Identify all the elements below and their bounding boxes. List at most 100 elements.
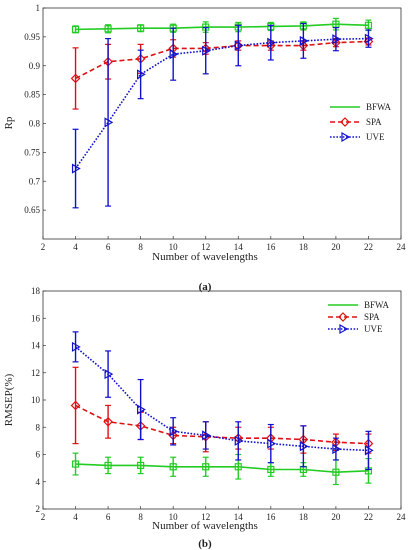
x-axis-label-a: Number of wavelengths xyxy=(152,251,258,263)
data-point-bfwa xyxy=(169,463,177,471)
series-a xyxy=(70,17,374,209)
data-point-bfwa xyxy=(267,465,275,474)
data-point-bfwa xyxy=(137,24,145,32)
data-point-uve xyxy=(169,49,179,60)
legend-marker-spa xyxy=(338,312,348,322)
x-tick-label-b: 24 xyxy=(397,512,407,522)
data-point-bfwa xyxy=(71,25,80,33)
x-tick-label-a: 20 xyxy=(331,242,341,252)
x-tick-label-b: 6 xyxy=(106,512,111,522)
data-point-uve xyxy=(332,444,342,455)
legend-label-bfwa: BFWA xyxy=(366,102,392,112)
legend-label-uve: UVE xyxy=(364,324,383,334)
data-point-bfwa xyxy=(104,25,112,33)
x-tick-label-b: 20 xyxy=(331,512,341,522)
x-tick-label-b: 10 xyxy=(169,512,179,522)
y-tick-label-b: 6 xyxy=(36,450,41,460)
y-tick-label-b: 4 xyxy=(36,477,41,487)
data-point-uve xyxy=(364,445,374,456)
data-point-spa xyxy=(103,416,113,427)
x-tick-label-b: 8 xyxy=(138,512,143,522)
y-tick-label-a: 0.85 xyxy=(24,90,40,100)
series-line-spa-b xyxy=(75,404,369,445)
x-tick-label-a: 2 xyxy=(41,242,46,252)
x-tick-label-b: 4 xyxy=(73,512,78,522)
series-b xyxy=(70,331,374,486)
legend-marker-uve xyxy=(339,323,349,335)
data-point-uve xyxy=(137,404,146,415)
y-tick-label-a: 0.95 xyxy=(24,32,40,42)
y-tick-label-b: 16 xyxy=(31,313,41,323)
legend-label-spa: SPA xyxy=(366,117,382,127)
x-tick-label-a: 6 xyxy=(106,242,111,252)
data-point-uve xyxy=(332,34,342,45)
data-point-uve xyxy=(299,441,309,452)
x-tick-label-b: 14 xyxy=(234,512,244,522)
y-tick-label-b: 8 xyxy=(36,422,41,432)
panel-label-a: (a) xyxy=(199,281,212,293)
data-point-spa xyxy=(70,73,81,84)
y-tick-label-a: 0.8 xyxy=(29,119,41,129)
x-tick-label-b: 12 xyxy=(201,512,210,522)
data-point-uve xyxy=(202,430,211,441)
data-point-uve xyxy=(104,117,114,128)
ticks-a: 2 4 6 8 10 12 14 16 18 20 22 240.650.70.750.80.850.… xyxy=(24,3,406,252)
x-tick-label-a: 4 xyxy=(73,242,78,252)
y-tick-label-b: 18 xyxy=(31,286,41,296)
x-tick-label-a: 16 xyxy=(266,242,276,252)
legend-marker-uve xyxy=(341,131,351,143)
series-line-spa-a xyxy=(75,40,369,80)
data-point-bfwa xyxy=(104,461,112,469)
data-point-uve xyxy=(71,341,81,352)
series-line-bfwa-a xyxy=(75,23,369,31)
x-tick-label-a: 22 xyxy=(364,242,373,252)
data-point-bfwa xyxy=(71,460,80,468)
data-point-uve xyxy=(267,438,277,449)
data-point-uve xyxy=(299,35,309,46)
series-line-uve-b xyxy=(75,346,369,452)
data-point-spa xyxy=(70,400,81,411)
y-tick-label-a: 0.9 xyxy=(29,61,41,71)
data-point-uve xyxy=(169,426,179,437)
data-point-bfwa xyxy=(332,468,340,476)
legend-a: BFWA SPA UVE xyxy=(330,102,392,143)
data-point-bfwa xyxy=(202,463,210,471)
x-tick-label-a: 14 xyxy=(234,242,244,252)
series-line-uve-a xyxy=(74,37,369,170)
y-tick-label-b: 12 xyxy=(31,368,40,378)
y-axis-label-b: RMSEP(%) xyxy=(3,373,15,426)
x-tick-label-a: 12 xyxy=(201,242,210,252)
series-line-bfwa-b xyxy=(75,463,369,474)
x-tick-label-a: 10 xyxy=(169,242,179,252)
x-tick-label-b: 22 xyxy=(364,512,373,522)
y-tick-label-a: 0.65 xyxy=(24,205,40,215)
x-tick-label-b: 2 xyxy=(41,512,46,522)
legend-label-bfwa: BFWA xyxy=(364,300,390,310)
data-point-uve xyxy=(234,40,244,51)
legend-label-spa: SPA xyxy=(364,312,380,322)
y-axis-label-a: Rp xyxy=(3,116,15,129)
data-point-bfwa xyxy=(137,461,145,469)
x-axis-label-b: Number of wavelengths xyxy=(152,520,258,532)
data-point-uve xyxy=(234,435,244,446)
data-point-uve xyxy=(364,33,374,44)
legend-b: BFWA SPA UVE xyxy=(328,300,390,335)
data-point-uve xyxy=(137,69,146,80)
legend-marker-spa xyxy=(340,117,350,127)
chart-panel-a: 2 4 6 8 10 12 14 16 18 20 22 240.650.70.750.80.850.… xyxy=(3,3,406,293)
y-tick-label-b: 10 xyxy=(31,395,41,405)
data-point-uve xyxy=(71,163,81,174)
x-tick-label-a: 24 xyxy=(397,242,407,252)
y-tick-label-a: 0.75 xyxy=(24,147,40,157)
data-point-bfwa xyxy=(234,463,242,471)
data-point-uve xyxy=(202,45,211,56)
x-tick-label-b: 18 xyxy=(299,512,309,522)
data-point-uve xyxy=(104,369,114,380)
legend-label-uve: UVE xyxy=(366,132,385,142)
data-point-uve xyxy=(267,37,277,48)
y-tick-label-b: 2 xyxy=(36,504,41,514)
x-tick-label-b: 16 xyxy=(266,512,276,522)
y-tick-label-a: 0.7 xyxy=(29,176,41,186)
